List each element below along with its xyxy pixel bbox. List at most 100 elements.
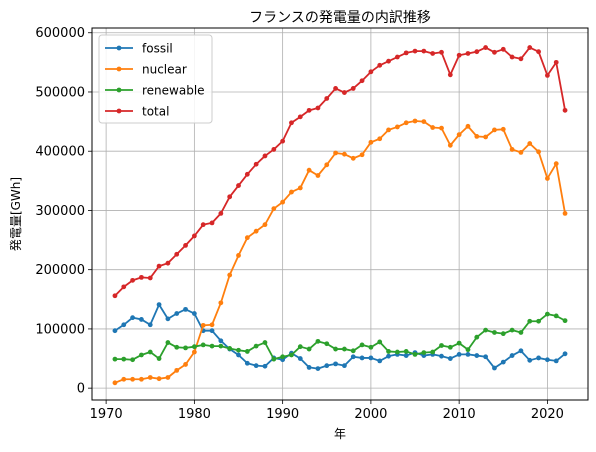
data-point-nuclear bbox=[439, 125, 444, 131]
data-point-total bbox=[456, 52, 462, 58]
data-point-nuclear bbox=[545, 176, 550, 181]
data-point-total bbox=[289, 120, 294, 126]
data-point-total bbox=[536, 49, 541, 55]
y-tick-label: 600000 bbox=[35, 26, 85, 41]
data-point-total bbox=[200, 222, 206, 228]
data-point-renewable bbox=[165, 340, 171, 345]
data-point-total bbox=[359, 78, 365, 84]
data-point-nuclear bbox=[156, 376, 162, 382]
data-point-nuclear bbox=[377, 136, 383, 142]
data-point-total bbox=[500, 46, 506, 52]
data-point-nuclear bbox=[289, 189, 294, 195]
data-point-fossil bbox=[456, 351, 462, 357]
plot-frame bbox=[91, 27, 589, 401]
data-point-total bbox=[509, 54, 515, 60]
legend-item-total: total bbox=[105, 105, 169, 119]
data-point-total bbox=[474, 49, 480, 55]
x-axis-title: 年 bbox=[334, 427, 346, 441]
data-point-nuclear bbox=[500, 126, 506, 132]
data-point-renewable bbox=[209, 343, 215, 349]
data-point-fossil bbox=[527, 357, 533, 363]
data-point-nuclear bbox=[200, 322, 206, 328]
data-point-renewable bbox=[200, 342, 206, 348]
data-point-renewable bbox=[430, 349, 436, 355]
data-point-nuclear bbox=[315, 173, 321, 178]
data-point-renewable bbox=[562, 318, 568, 324]
data-point-fossil bbox=[518, 348, 524, 354]
data-point-nuclear bbox=[359, 152, 365, 158]
data-point-total bbox=[112, 293, 118, 299]
data-point-renewable bbox=[545, 311, 550, 317]
data-point-fossil bbox=[262, 363, 268, 369]
data-point-renewable bbox=[439, 343, 444, 348]
data-point-total bbox=[165, 260, 171, 266]
data-point-renewable bbox=[421, 350, 427, 356]
data-point-nuclear bbox=[236, 253, 241, 258]
data-point-total bbox=[377, 62, 383, 68]
data-point-nuclear bbox=[492, 127, 497, 133]
data-point-nuclear bbox=[509, 147, 515, 152]
data-point-nuclear bbox=[183, 362, 188, 367]
y-tick-label: 500000 bbox=[35, 85, 85, 100]
data-point-renewable bbox=[509, 327, 515, 333]
data-point-renewable bbox=[289, 352, 294, 358]
data-point-fossil bbox=[403, 353, 409, 358]
series-line-fossil bbox=[114, 303, 566, 370]
data-point-total bbox=[183, 242, 188, 248]
legend-item-fossil: fossil bbox=[105, 42, 173, 56]
data-point-fossil bbox=[350, 354, 356, 360]
data-point-renewable bbox=[536, 318, 541, 324]
data-point-fossil bbox=[191, 311, 197, 316]
legend-item-renewable: renewable bbox=[105, 84, 205, 98]
data-point-renewable bbox=[191, 344, 197, 350]
y-tick-label: 400000 bbox=[35, 145, 85, 160]
data-point-total bbox=[386, 58, 391, 64]
data-point-renewable bbox=[465, 347, 471, 353]
data-point-total bbox=[306, 107, 312, 113]
data-point-fossil bbox=[545, 357, 550, 363]
data-point-nuclear bbox=[174, 367, 180, 373]
data-point-total bbox=[253, 161, 259, 167]
data-point-total bbox=[527, 45, 533, 50]
data-point-fossil bbox=[112, 328, 118, 334]
legend-box bbox=[98, 34, 213, 124]
data-point-fossil bbox=[156, 302, 162, 308]
data-point-total bbox=[465, 51, 471, 56]
data-point-nuclear bbox=[518, 149, 524, 155]
data-point-total bbox=[297, 114, 303, 120]
y-axis-title: 発電量[GWh] bbox=[9, 177, 23, 251]
x-tick-label: 1980 bbox=[178, 407, 211, 422]
data-point-fossil bbox=[297, 356, 303, 361]
data-point-nuclear bbox=[306, 167, 312, 173]
data-point-nuclear bbox=[368, 139, 374, 145]
data-point-total bbox=[394, 54, 400, 60]
legend-label-total: total bbox=[142, 105, 169, 119]
data-point-nuclear bbox=[465, 123, 471, 129]
series-fossil bbox=[112, 302, 568, 372]
legend-marker-total bbox=[116, 108, 122, 114]
data-point-nuclear bbox=[562, 211, 568, 216]
legend-marker-renewable bbox=[116, 87, 122, 93]
data-point-renewable bbox=[130, 357, 136, 363]
data-point-fossil bbox=[174, 311, 180, 316]
data-point-nuclear bbox=[191, 349, 197, 355]
data-point-nuclear bbox=[227, 272, 233, 278]
data-point-renewable bbox=[297, 344, 303, 350]
data-point-renewable bbox=[333, 346, 338, 352]
data-point-fossil bbox=[342, 363, 347, 369]
y-tick-label: 0 bbox=[77, 382, 85, 397]
data-point-renewable bbox=[271, 356, 277, 362]
data-point-fossil bbox=[483, 354, 489, 360]
data-point-renewable bbox=[447, 344, 453, 350]
data-point-total bbox=[430, 51, 436, 56]
data-point-nuclear bbox=[474, 134, 480, 139]
data-point-renewable bbox=[403, 349, 409, 354]
data-point-nuclear bbox=[483, 134, 489, 140]
data-point-renewable bbox=[218, 343, 224, 349]
legend: fossil nuclear renewable total bbox=[98, 34, 213, 124]
data-point-total bbox=[130, 277, 136, 283]
data-point-total bbox=[139, 274, 144, 280]
data-point-renewable bbox=[244, 349, 250, 354]
